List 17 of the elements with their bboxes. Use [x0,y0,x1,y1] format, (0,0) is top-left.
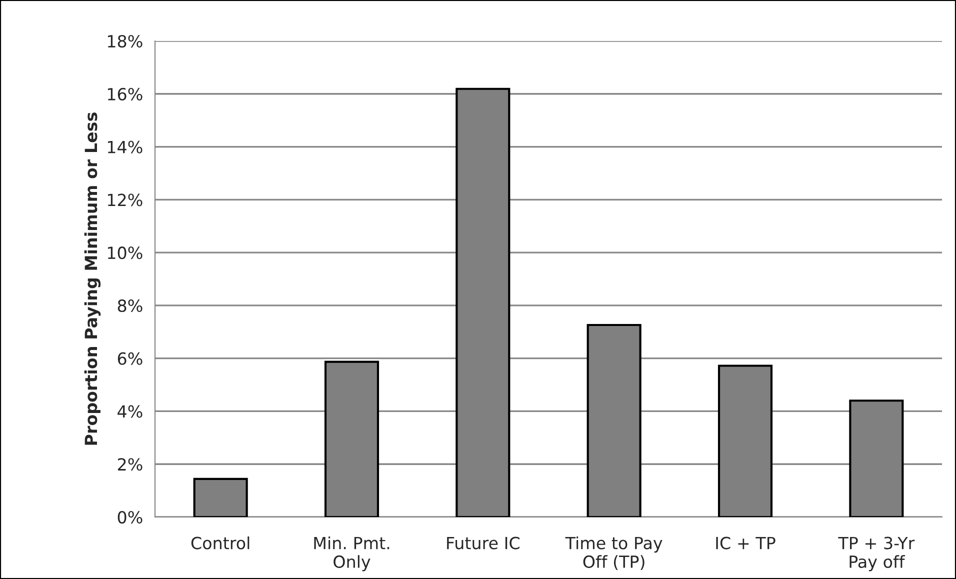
x-tick-label: IC + TP [716,536,776,550]
y-tick-label: 16% [108,88,142,100]
y-tick-label: 0% [118,510,142,524]
y-tick-label: 12% [108,194,142,206]
y-tick-label: 2% [118,458,142,471]
y-tick-label: 14% [108,140,142,154]
x-tick-label: Min. Pmt. Only [314,536,390,572]
x-tick-label: Future IC [447,536,520,550]
y-axis-title: Proportion Paying Minimum or Less [84,112,101,445]
x-tick-label: Time to Pay Off (TP) [565,536,662,570]
y-tick-label: 4% [118,405,142,418]
y-tick-label: 6% [118,352,142,365]
x-tick-label: Control [191,536,250,550]
x-tick-label: TP + 3-Yr Pay off [838,536,915,572]
y-tick-label: 18% [108,34,142,48]
y-tick-label: 8% [118,299,142,312]
y-tick-label: 10% [108,246,142,260]
